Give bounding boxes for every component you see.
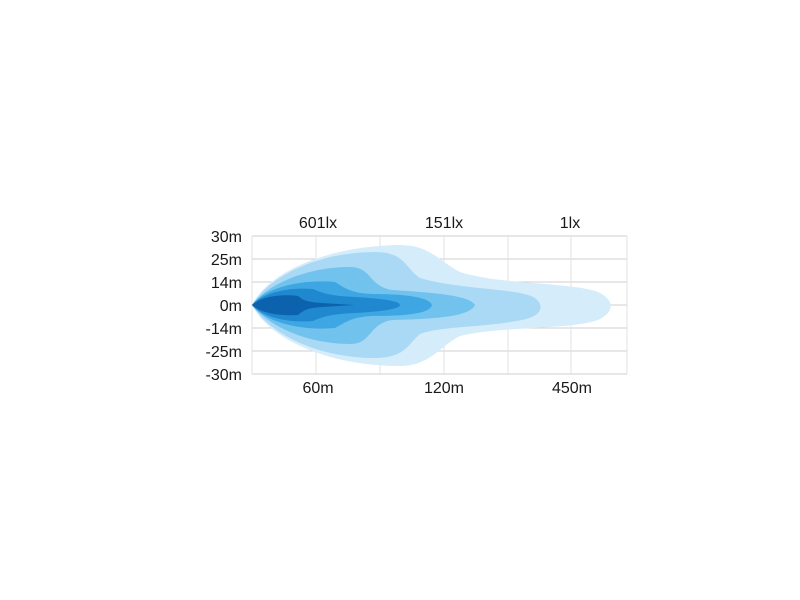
top-label-151lx: 151lx (425, 215, 463, 232)
bottom-labels: 60m 120m 450m (302, 380, 592, 397)
y-labels: 30m 25m 14m 0m -14m -25m -30m (206, 229, 242, 384)
y-label: 14m (211, 275, 242, 292)
bottom-label-120m: 120m (424, 380, 464, 397)
y-label: -25m (206, 344, 242, 361)
bottom-label-60m: 60m (302, 380, 333, 397)
top-label-601lx: 601lx (299, 215, 337, 232)
contour-core (252, 295, 354, 316)
y-label: 30m (211, 229, 242, 246)
top-labels: 601lx 151lx 1lx (299, 215, 580, 232)
y-label: -14m (206, 321, 242, 338)
bottom-label-450m: 450m (552, 380, 592, 397)
y-label: 25m (211, 252, 242, 269)
top-label-1lx: 1lx (560, 215, 580, 232)
beam-contours (252, 245, 611, 366)
y-label: -30m (206, 367, 242, 384)
y-label: 0m (220, 298, 242, 315)
